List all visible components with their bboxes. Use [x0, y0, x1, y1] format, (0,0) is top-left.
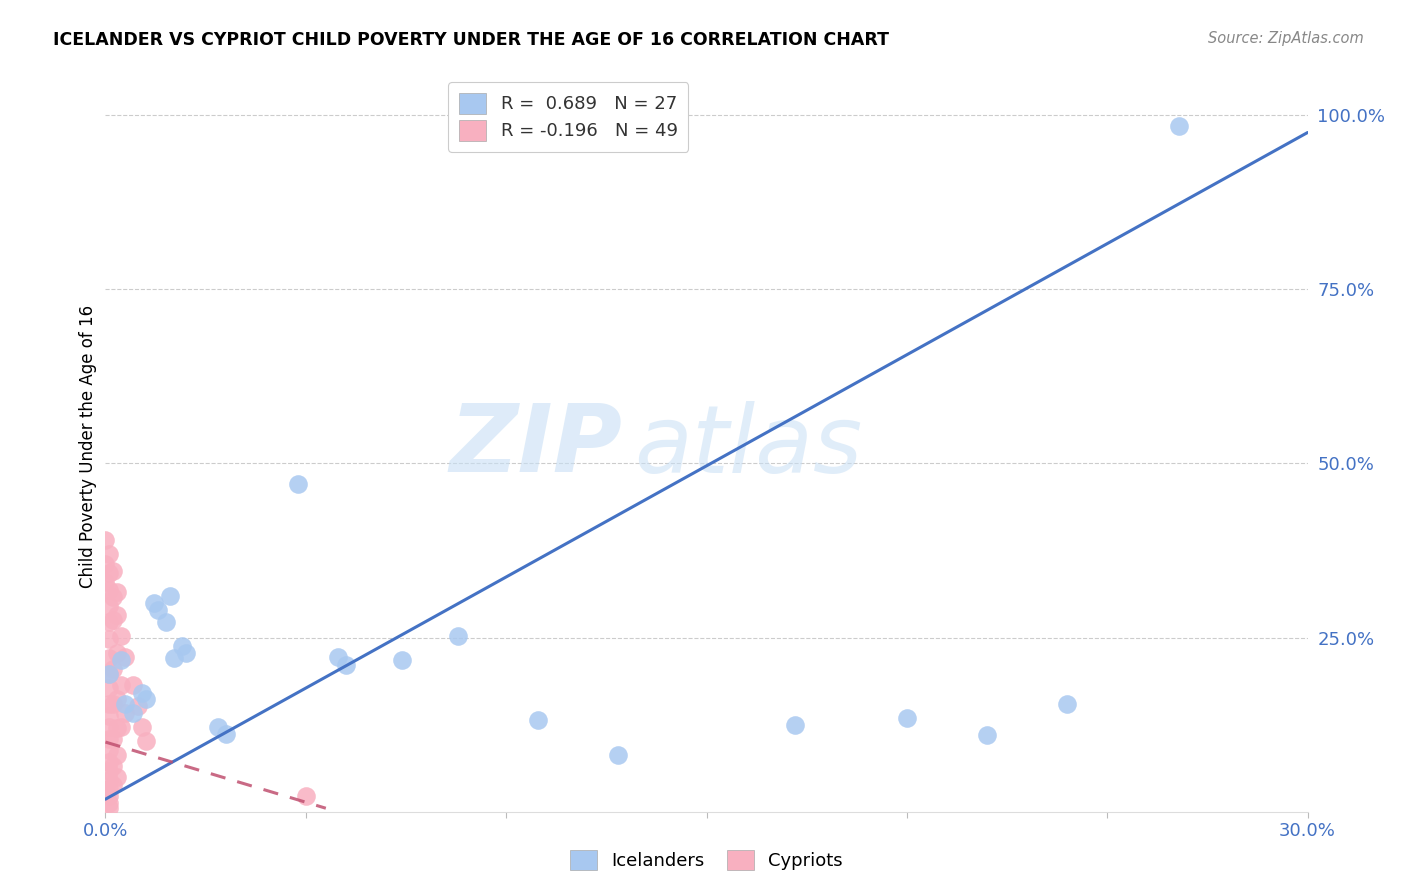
Point [98, 615, 121, 630]
Point [98, 731, 121, 746]
Point [135, 733, 157, 747]
Point [98, 547, 121, 561]
Point [103, 662, 125, 676]
Point [103, 565, 125, 579]
Point [174, 646, 197, 660]
Point [976, 728, 998, 742]
Point [122, 706, 145, 720]
Point [103, 697, 125, 711]
Point [107, 585, 129, 599]
Point [98, 651, 121, 665]
Point [98, 801, 121, 815]
Point [214, 727, 236, 741]
Text: Source: ZipAtlas.com: Source: ZipAtlas.com [1208, 31, 1364, 46]
Point [98, 583, 121, 598]
Point [162, 651, 184, 665]
Point [98, 755, 121, 769]
Point [287, 477, 309, 491]
Point [335, 658, 357, 673]
Point [142, 596, 165, 610]
Point [98, 773, 121, 788]
Point [127, 698, 149, 713]
Point [527, 713, 550, 727]
Point [103, 778, 125, 792]
Point [107, 608, 129, 623]
Point [110, 678, 132, 692]
Point [98, 764, 121, 779]
Point [98, 599, 121, 614]
Text: ZIP: ZIP [450, 400, 623, 492]
Point [107, 721, 129, 735]
Y-axis label: Child Poverty Under the Age of 16: Child Poverty Under the Age of 16 [79, 304, 97, 588]
Point [98, 681, 121, 695]
Point [98, 632, 121, 646]
Point [94, 574, 117, 589]
Point [447, 629, 470, 643]
Point [98, 789, 121, 804]
Point [135, 691, 157, 706]
Point [391, 653, 413, 667]
Point [103, 590, 125, 604]
Point [131, 686, 153, 700]
Point [114, 697, 136, 711]
Legend: Icelanders, Cypriots: Icelanders, Cypriots [561, 840, 852, 880]
Point [94, 558, 117, 572]
Point [103, 759, 125, 773]
Point [107, 691, 129, 706]
Point [98, 782, 121, 797]
Point [122, 678, 145, 692]
Point [98, 697, 121, 711]
Point [1168, 119, 1191, 133]
Point [98, 797, 121, 811]
Point [155, 615, 177, 630]
Point [98, 743, 121, 757]
Point [326, 650, 349, 665]
Point [110, 653, 132, 667]
Text: atlas: atlas [634, 401, 863, 491]
Point [94, 533, 117, 547]
Point [98, 666, 121, 681]
Point [107, 747, 129, 762]
Point [98, 666, 121, 681]
Text: ICELANDER VS CYPRIOT CHILD POVERTY UNDER THE AGE OF 16 CORRELATION CHART: ICELANDER VS CYPRIOT CHILD POVERTY UNDER… [53, 31, 890, 49]
Point [103, 613, 125, 627]
Point [110, 629, 132, 643]
Point [131, 720, 153, 734]
Point [295, 789, 318, 804]
Point [107, 770, 129, 784]
Point [159, 589, 181, 603]
Point [98, 720, 121, 734]
Point [146, 603, 169, 617]
Point [207, 720, 229, 734]
Point [896, 711, 918, 725]
Point [607, 747, 630, 762]
Point [110, 720, 132, 734]
Point [1056, 697, 1078, 711]
Point [98, 566, 121, 581]
Point [114, 706, 136, 720]
Point [783, 717, 806, 731]
Point [107, 646, 129, 660]
Point [98, 708, 121, 723]
Point [103, 731, 125, 746]
Point [170, 639, 193, 653]
Point [114, 650, 136, 665]
